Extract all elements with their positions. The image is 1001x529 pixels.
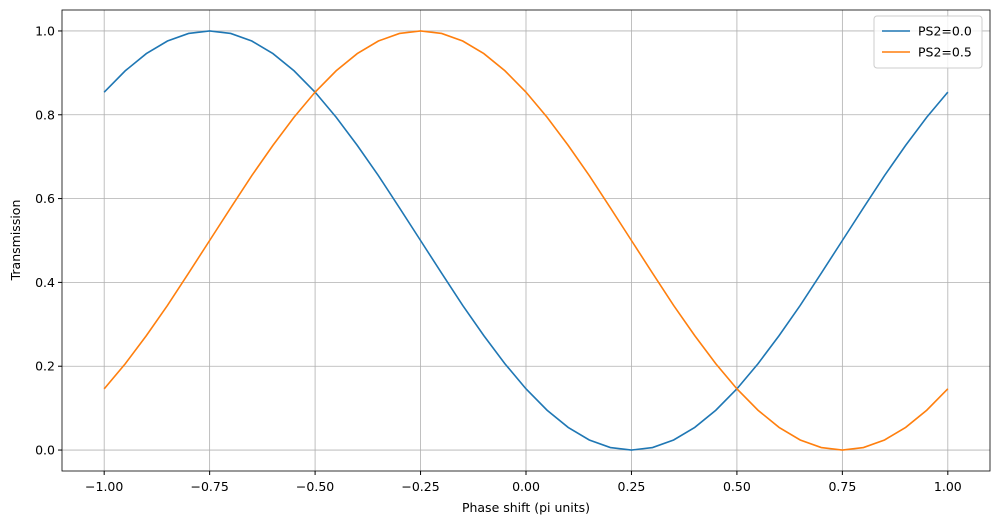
x-tick-label: 0.25	[618, 479, 646, 494]
x-tick-label: −0.75	[190, 479, 228, 494]
legend-box	[873, 15, 983, 69]
y-tick-label: 0.4	[35, 275, 55, 290]
legend-label: PS2=0.5	[918, 45, 972, 60]
plot-frame	[61, 9, 991, 472]
y-axis-label: Transmission	[8, 200, 23, 282]
y-tick-label: 0.8	[35, 107, 55, 122]
x-tick-label: −0.50	[296, 479, 334, 494]
x-tick-label: 0.50	[723, 479, 751, 494]
x-tick-label: 1.00	[934, 479, 962, 494]
x-tick-label: 0.75	[828, 479, 856, 494]
x-tick-label: 0.00	[512, 479, 540, 494]
x-axis-label: Phase shift (pi units)	[462, 500, 590, 515]
y-tick-label: 0.6	[35, 191, 55, 206]
line	[103, 30, 949, 451]
y-tick-label: 1.0	[35, 23, 55, 38]
legend-label: PS2=0.0	[918, 24, 972, 39]
x-tick-label: −1.00	[85, 479, 123, 494]
y-tick-label: 0.2	[35, 359, 55, 374]
line	[103, 30, 949, 451]
x-tick-label: −0.25	[401, 479, 439, 494]
y-tick-label: 0.0	[35, 443, 55, 458]
